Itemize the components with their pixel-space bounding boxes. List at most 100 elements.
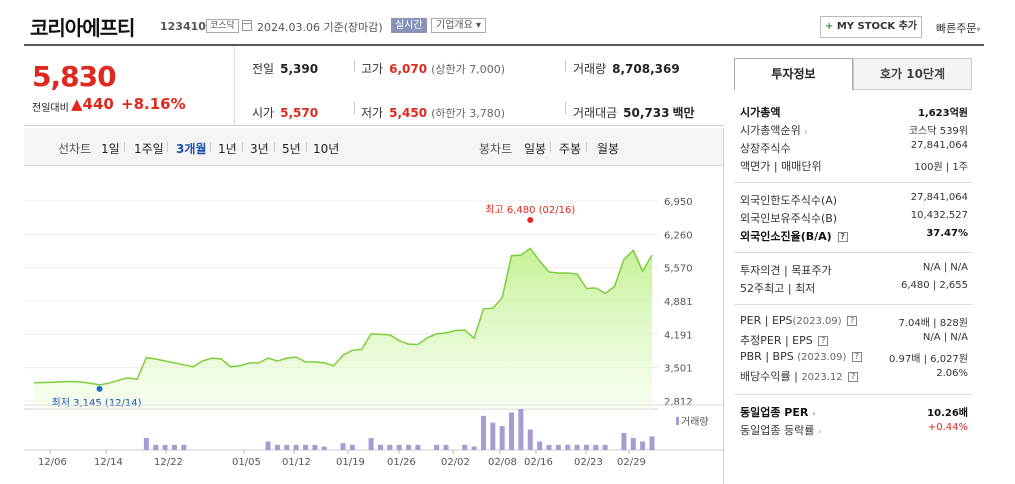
calendar-icon — [242, 20, 252, 31]
current-price-box: 5,830 전일대비 ▲440 +8.16% — [24, 46, 235, 126]
volume-bar — [284, 444, 290, 450]
per-eps-row: PER | EPS(2023.09) ? 7.04배 | 828원 — [740, 314, 968, 329]
volume-bar — [349, 444, 355, 450]
volume-bar — [265, 441, 271, 450]
volume-bar — [583, 444, 589, 450]
investment-info-panel: 투자정보 호가 10단계 시가총액 1,623억원 시가총액순위 › 코스닥 539… — [734, 58, 972, 437]
volume-bar — [162, 444, 168, 450]
prev-close: 전일 5,390 — [252, 62, 319, 76]
volume-bar — [640, 441, 646, 450]
change-percent: +8.16% — [121, 95, 186, 113]
y-tick-label: 4,881 — [664, 297, 693, 308]
realtime-button[interactable]: 실시간 — [391, 18, 427, 33]
week52-row: 52주최고 | 최저 6,480 | 2,655 — [740, 280, 968, 295]
help-icon: ? — [837, 232, 848, 242]
price-summary: 5,830 전일대비 ▲440 +8.16% 전일 5,390 고가 6,070 (상… — [24, 46, 724, 126]
price-chart[interactable]: 6,950 6,260 5,570 4,881 4,191 3,501 2,812 최고 6,… — [24, 168, 724, 484]
volume-bar — [509, 412, 515, 450]
chevron-down-icon: ▾ — [976, 25, 981, 34]
x-tick-label: 12/06 — [38, 457, 67, 468]
volume-legend-swatch — [676, 417, 679, 425]
volume-bar — [490, 422, 496, 450]
volume-bar — [415, 444, 421, 450]
volume-label: 거래량 — [681, 416, 709, 428]
x-tick-label: 12/14 — [94, 457, 123, 468]
help-icon: ? — [848, 372, 859, 382]
y-tick-label: 3,501 — [664, 364, 693, 375]
company-info-label: 기업개요 — [436, 20, 473, 31]
x-tick-label: 02/02 — [441, 457, 470, 468]
company-info-dropdown[interactable]: 기업개요 ▾ — [431, 18, 487, 33]
price-chart-svg: 6,950 6,260 5,570 4,881 4,191 3,501 2,812 최고 6,… — [24, 197, 724, 468]
volume-bar — [555, 444, 561, 450]
est-per-row: 추정PER | EPS ? N/A | N/A — [740, 332, 968, 347]
quick-order-button[interactable]: 빠른주문▾ — [936, 20, 981, 36]
period-3m[interactable]: 3개월 — [176, 142, 207, 156]
volume-bar — [377, 444, 383, 450]
x-tick-label: 01/12 — [282, 457, 311, 468]
volume-bar — [499, 426, 505, 450]
period-3y[interactable]: 3년 — [250, 142, 269, 156]
foreign-ratio-row: 외국인소진율(B/A) ? 37.47% — [740, 228, 968, 243]
volume-bar — [396, 444, 402, 450]
high-annotation: 최고 6,480 (02/16) — [485, 204, 575, 216]
period-1y[interactable]: 1년 — [218, 142, 237, 156]
tab-hoga-10[interactable]: 호가 10단계 — [853, 58, 972, 90]
quick-order-label: 빠른주문 — [936, 22, 977, 35]
price-area — [34, 248, 652, 409]
trade-amount: 거래대금 50,733 백만 — [573, 106, 695, 120]
volume-bar — [321, 446, 327, 450]
market-cap-row: 시가총액 1,623억원 — [740, 106, 968, 119]
volume-bar — [368, 438, 374, 450]
candle-monthly[interactable]: 월봉 — [597, 142, 620, 156]
help-icon: ? — [847, 316, 858, 326]
volume-bar — [406, 444, 412, 450]
chevron-right-icon: › — [804, 127, 808, 136]
stock-header: 코리아에프티 123410 코스닥 2024.03.06 기준(장마감) 실시간… — [24, 0, 984, 46]
volume-bar — [462, 444, 468, 450]
tab-investment-info[interactable]: 투자정보 — [734, 58, 853, 90]
period-1w[interactable]: 1주일 — [134, 142, 164, 156]
volume-bar — [565, 444, 571, 450]
change-amount: ▲440 — [71, 95, 114, 113]
low-annotation: 최저 3,145 (12/14) — [52, 397, 142, 409]
low-point — [96, 385, 103, 392]
volume: 거래량 8,708,369 — [573, 62, 680, 76]
chevron-down-icon: ▾ — [476, 20, 482, 31]
add-mystock-button[interactable]: + MY STOCK 추가 — [820, 16, 922, 38]
volume-bar — [312, 444, 318, 450]
y-tick-label: 5,570 — [664, 264, 693, 275]
volume-bar — [143, 438, 149, 450]
change-label: 전일대비 — [32, 103, 69, 114]
current-price: 5,830 — [32, 60, 117, 93]
industry-rate-row: 동일업종 등락률 › +0.44% — [740, 422, 968, 437]
y-tick-label: 6,950 — [664, 197, 693, 208]
candle-weekly[interactable]: 주봉 — [559, 142, 582, 156]
period-5y[interactable]: 5년 — [282, 142, 301, 156]
y-tick-label: 6,260 — [664, 230, 693, 241]
volume-bar — [537, 441, 543, 450]
price-line — [33, 247, 653, 386]
base-date: 2024.03.06 기준(장마감) — [257, 21, 383, 34]
stock-name: 코리아에프티 — [30, 16, 135, 40]
period-10y[interactable]: 10년 — [313, 142, 340, 156]
volume-bar — [293, 444, 299, 450]
candle-chart-label: 봉차트 — [479, 142, 513, 156]
volume-bar — [480, 415, 486, 450]
chart-period-bar: 선차트 1일 1주일 3개월 1년 3년 5년 10년 봉차트 일봉 주봉 월봉 — [24, 128, 724, 166]
period-1d[interactable]: 1일 — [101, 142, 120, 156]
dividend-row: 배당수익률 | 2023.12 ? 2.06% — [740, 368, 968, 383]
volume-bar — [443, 444, 449, 450]
volume-bar — [153, 444, 159, 450]
par-unit-row: 액면가 | 매매단위 100원 | 1주 — [740, 160, 968, 173]
pbr-bps-row: PBR | BPS (2023.09) ? 0.97배 | 6,027원 — [740, 350, 968, 365]
opinion-row: 투자의견 | 목표주가 N/A | N/A — [740, 262, 968, 277]
volume-bar — [518, 409, 524, 450]
x-tick-label: 02/23 — [574, 457, 603, 468]
volume-bar — [434, 444, 440, 450]
cap-rank-row: 시가총액순위 › 코스닥 539위 — [740, 124, 968, 137]
volume-bar — [621, 432, 627, 450]
volume-bar — [181, 444, 187, 450]
volume-bar — [546, 444, 552, 450]
candle-daily[interactable]: 일봉 — [524, 142, 547, 156]
